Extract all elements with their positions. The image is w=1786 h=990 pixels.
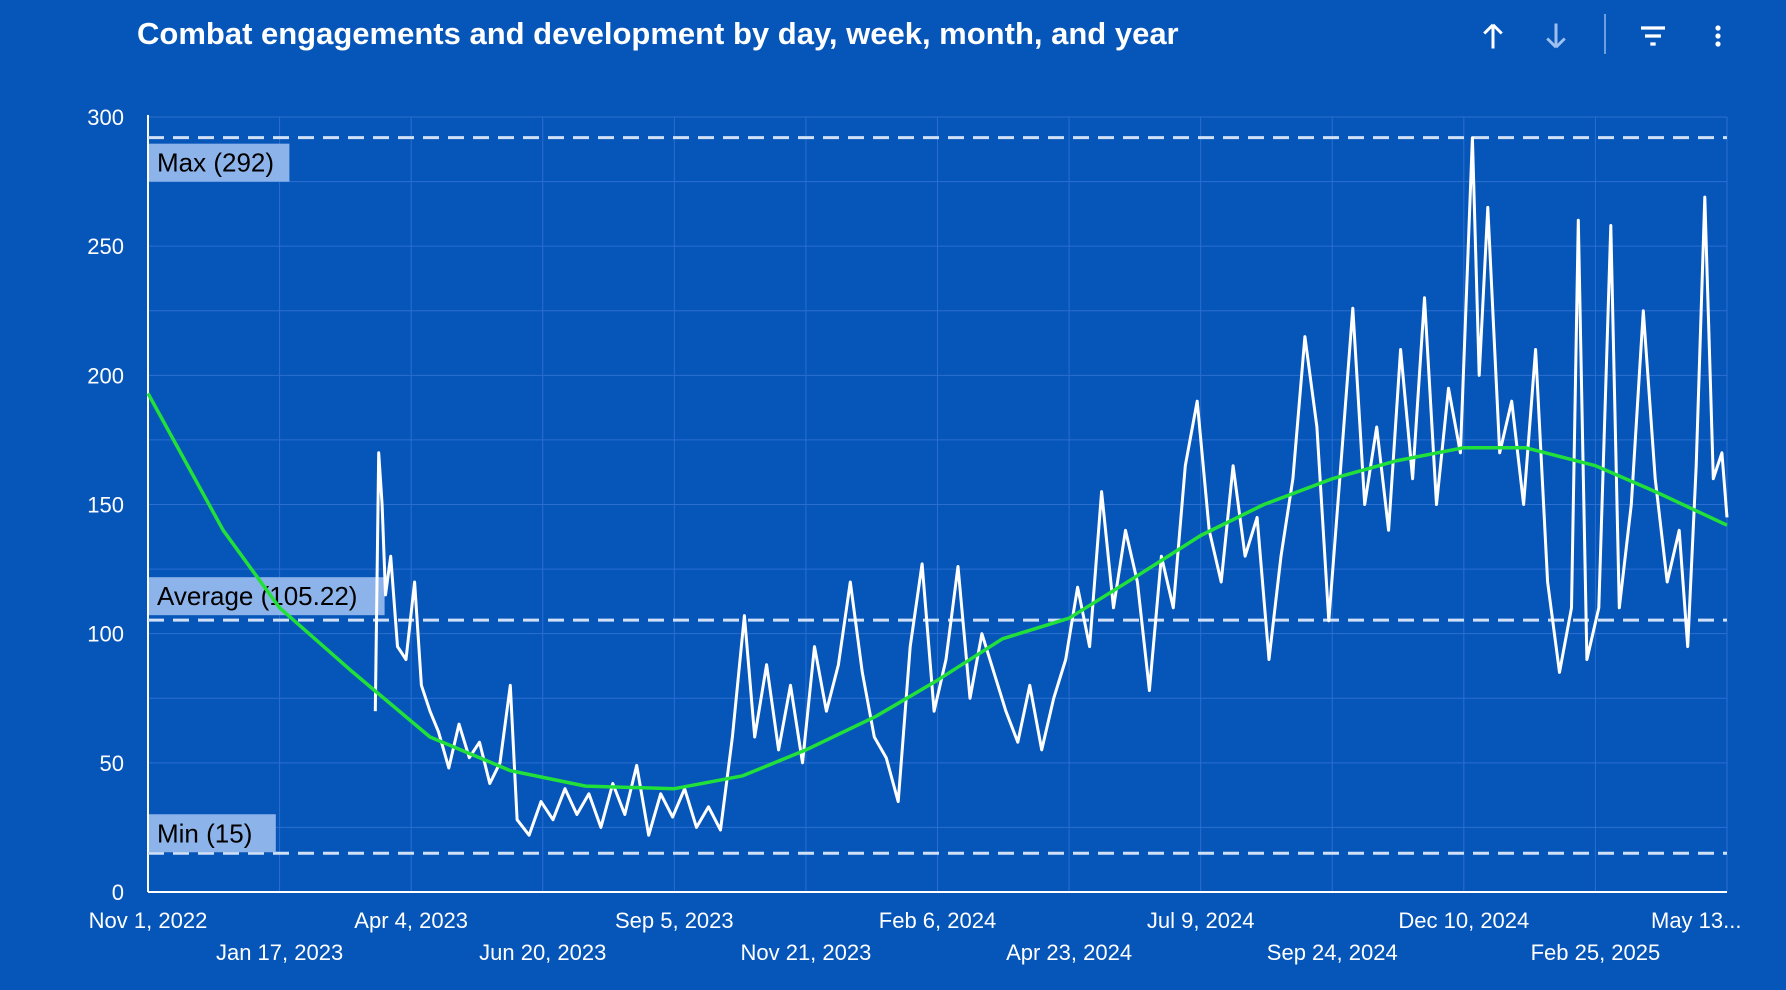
y-tick-label: 300 [87,105,124,130]
x-tick-label: Sep 24, 2024 [1267,940,1398,965]
x-tick-label: Sep 5, 2023 [615,908,734,933]
x-tick-label: Jan 17, 2023 [216,940,343,965]
x-tick-label: Apr 23, 2024 [1006,940,1132,965]
x-tick-label: May 13... [1651,908,1741,933]
reference-label: Min (15) [157,818,252,848]
x-tick-label: Nov 21, 2023 [740,940,871,965]
more-vert-icon [1715,25,1721,47]
sort-descending-button[interactable] [1534,12,1578,60]
y-tick-label: 200 [87,363,124,388]
y-tick-label: 250 [87,234,124,259]
reference-label-box [149,814,276,853]
y-tick-label: 0 [112,880,124,905]
x-tick-label: Feb 25, 2025 [1531,940,1661,965]
y-tick-label: 100 [87,622,124,647]
x-tick-label: Dec 10, 2024 [1398,908,1529,933]
x-tick-label: Jun 20, 2023 [479,940,606,965]
series-line-engagements [373,136,1729,837]
reference-label-box [149,143,290,182]
filter-icon [1641,26,1665,46]
filter-button[interactable] [1631,12,1675,60]
y-tick-label: 50 [100,751,124,776]
reference-label-box [149,577,385,616]
y-tick-label: 150 [87,493,124,518]
x-tick-label: Apr 4, 2023 [354,908,468,933]
chart-title: Combat engagements and development by da… [137,16,1179,51]
trendline [146,392,1728,791]
toolbar-divider [1604,14,1606,54]
sort-ascending-icon [1483,23,1503,49]
more-options-button[interactable] [1696,12,1740,60]
reference-label: Max (292) [157,148,274,178]
x-tick-label: Feb 6, 2024 [879,908,996,933]
sort-ascending-button[interactable] [1471,12,1515,60]
reference-label: Average (105.22) [157,581,357,611]
x-tick-label: Jul 9, 2024 [1147,908,1255,933]
x-tick-label: Nov 1, 2022 [89,908,208,933]
sort-descending-icon [1546,23,1566,49]
